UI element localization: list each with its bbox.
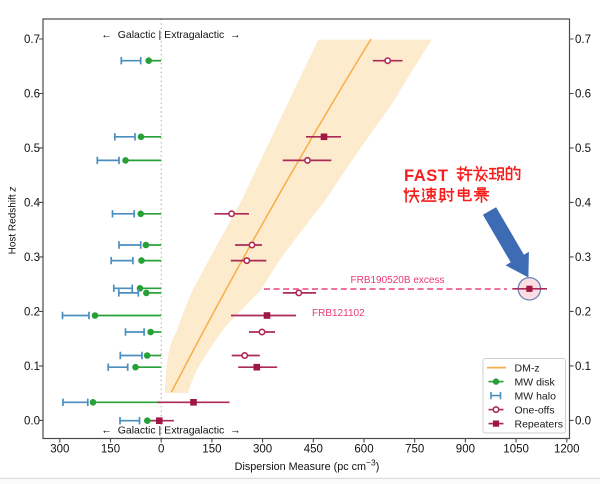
svg-text:FRB121102: FRB121102 xyxy=(312,308,365,319)
svg-text:← Galactic | Extragalactic →: ← Galactic | Extragalactic → xyxy=(101,29,240,41)
svg-text:900: 900 xyxy=(456,444,475,456)
svg-text:DM-z: DM-z xyxy=(515,362,540,374)
svg-text:FRB190520B excess: FRB190520B excess xyxy=(351,275,445,286)
svg-text:0.6: 0.6 xyxy=(24,89,40,101)
svg-text:300: 300 xyxy=(253,444,272,456)
svg-text:0.3: 0.3 xyxy=(24,252,40,264)
svg-text:150: 150 xyxy=(202,444,221,456)
svg-text:750: 750 xyxy=(405,444,424,456)
svg-text:Host Redshift z: Host Redshift z xyxy=(8,187,19,255)
svg-text:MW halo: MW halo xyxy=(515,390,557,402)
svg-text:Repeaters: Repeaters xyxy=(515,418,563,430)
svg-text:0.1: 0.1 xyxy=(575,361,591,373)
svg-text:450: 450 xyxy=(304,444,323,456)
svg-text:0.4: 0.4 xyxy=(24,197,41,209)
svg-text:0.0: 0.0 xyxy=(24,415,40,427)
svg-text:0.2: 0.2 xyxy=(575,306,591,318)
svg-text:0: 0 xyxy=(158,444,164,456)
svg-text:0.0: 0.0 xyxy=(575,415,591,427)
svg-text:0.7: 0.7 xyxy=(24,34,40,46)
svg-text:0.4: 0.4 xyxy=(575,197,592,209)
svg-text:1050: 1050 xyxy=(503,444,529,456)
svg-text:300: 300 xyxy=(50,444,69,456)
svg-text:0.5: 0.5 xyxy=(575,143,591,155)
svg-text:150: 150 xyxy=(101,444,120,456)
svg-text:FAST: FAST xyxy=(404,167,449,185)
svg-text:0.3: 0.3 xyxy=(575,252,591,264)
svg-text:0.5: 0.5 xyxy=(24,143,40,155)
svg-text:1200: 1200 xyxy=(554,444,580,456)
svg-text:0.7: 0.7 xyxy=(575,34,591,46)
svg-text:← Galactic | Extragalactic →: ← Galactic | Extragalactic → xyxy=(101,425,240,437)
svg-text:0.6: 0.6 xyxy=(575,89,591,101)
svg-text:One-offs: One-offs xyxy=(515,404,555,416)
svg-text:0.1: 0.1 xyxy=(24,361,40,373)
svg-text:600: 600 xyxy=(354,444,373,456)
svg-text:Dispersion Measure (pc cm−3): Dispersion Measure (pc cm−3) xyxy=(235,458,380,474)
svg-text:MW disk: MW disk xyxy=(515,376,556,388)
svg-text:0.2: 0.2 xyxy=(24,306,40,318)
